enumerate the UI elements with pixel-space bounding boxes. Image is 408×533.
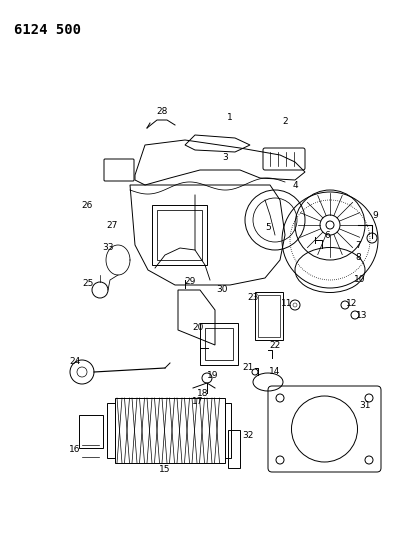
Text: 13: 13 — [356, 311, 368, 319]
Text: 4: 4 — [292, 181, 298, 190]
Text: 3: 3 — [222, 154, 228, 163]
Text: 2: 2 — [282, 117, 288, 126]
Text: 27: 27 — [106, 221, 118, 230]
Text: 26: 26 — [81, 200, 93, 209]
Text: 20: 20 — [192, 324, 204, 333]
Text: 24: 24 — [69, 358, 81, 367]
Text: 31: 31 — [359, 400, 371, 409]
Text: 29: 29 — [184, 278, 196, 287]
Bar — [152, 205, 207, 265]
Text: 12: 12 — [346, 298, 358, 308]
Text: 30: 30 — [216, 286, 228, 295]
Text: 8: 8 — [355, 254, 361, 262]
Circle shape — [326, 221, 334, 229]
Text: 6: 6 — [324, 230, 330, 239]
Text: 19: 19 — [207, 370, 219, 379]
Text: 11: 11 — [281, 298, 293, 308]
Bar — [255, 292, 283, 340]
Text: 6124 500: 6124 500 — [14, 23, 81, 37]
Text: 23: 23 — [247, 294, 259, 303]
Text: 10: 10 — [354, 276, 366, 285]
Bar — [200, 323, 238, 365]
Text: 21: 21 — [242, 364, 254, 373]
Text: 1: 1 — [227, 114, 233, 123]
Text: 7: 7 — [355, 240, 361, 249]
Text: 32: 32 — [242, 431, 254, 440]
Bar — [115, 398, 225, 463]
Bar — [225, 403, 231, 458]
Text: 15: 15 — [159, 465, 171, 474]
Text: 28: 28 — [156, 108, 168, 117]
Text: 5: 5 — [265, 223, 271, 232]
Text: 17: 17 — [192, 398, 204, 407]
Text: 18: 18 — [197, 389, 209, 398]
Text: 14: 14 — [269, 367, 281, 376]
Text: 9: 9 — [372, 211, 378, 220]
Bar — [228, 430, 240, 468]
Bar — [157, 210, 202, 260]
Bar — [79, 415, 103, 448]
Text: 22: 22 — [269, 341, 281, 350]
Bar — [205, 328, 233, 360]
Bar — [258, 295, 280, 337]
Text: 16: 16 — [69, 446, 81, 455]
Text: 33: 33 — [102, 244, 114, 253]
Bar — [107, 403, 115, 458]
Text: 25: 25 — [82, 279, 94, 287]
